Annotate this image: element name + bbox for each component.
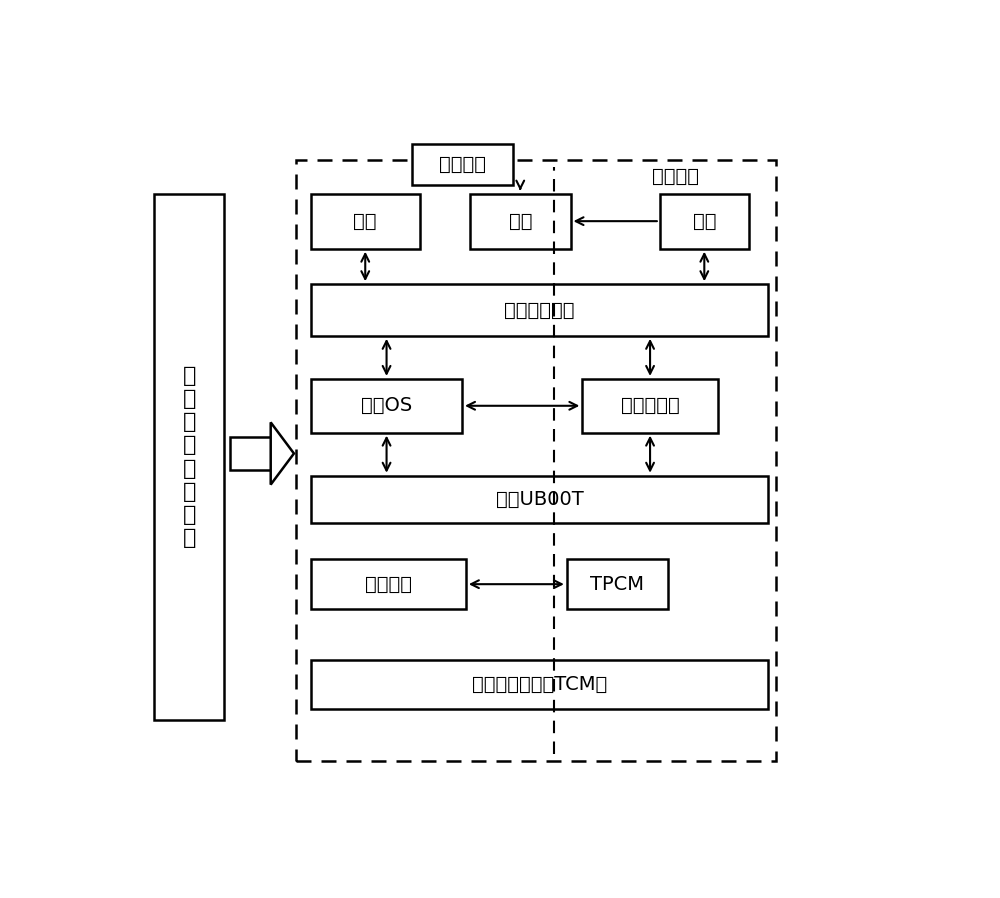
Bar xyxy=(311,193,420,249)
Text: TPCM: TPCM xyxy=(590,575,644,594)
Bar xyxy=(582,379,718,433)
Bar xyxy=(311,379,462,433)
Bar xyxy=(311,476,768,523)
Text: 请求: 请求 xyxy=(354,212,377,231)
Bar xyxy=(567,559,668,609)
Bar xyxy=(412,144,512,185)
Text: 可信应用软件: 可信应用软件 xyxy=(504,301,575,320)
Text: 计算组件: 计算组件 xyxy=(365,575,412,594)
Bar xyxy=(230,437,271,470)
Text: 安
全
可
信
策
略
管
控: 安 全 可 信 策 略 管 控 xyxy=(183,365,196,548)
Text: 连接: 连接 xyxy=(509,212,532,231)
Bar xyxy=(154,194,224,719)
Text: 宿主OS: 宿主OS xyxy=(361,396,412,415)
Bar xyxy=(470,193,571,249)
Text: 计算部件: 计算部件 xyxy=(439,155,486,174)
Polygon shape xyxy=(271,422,294,485)
Text: 可信UB00T: 可信UB00T xyxy=(496,489,584,508)
Bar xyxy=(296,160,776,762)
Text: 防护部件: 防护部件 xyxy=(652,167,699,187)
Bar xyxy=(660,193,749,249)
Bar xyxy=(311,284,768,336)
Bar xyxy=(311,659,768,709)
Text: 管控: 管控 xyxy=(693,212,716,231)
Bar xyxy=(311,559,466,609)
Text: 可信软件基: 可信软件基 xyxy=(621,396,679,415)
Text: 可信密码模块（TCM）: 可信密码模块（TCM） xyxy=(472,675,607,694)
